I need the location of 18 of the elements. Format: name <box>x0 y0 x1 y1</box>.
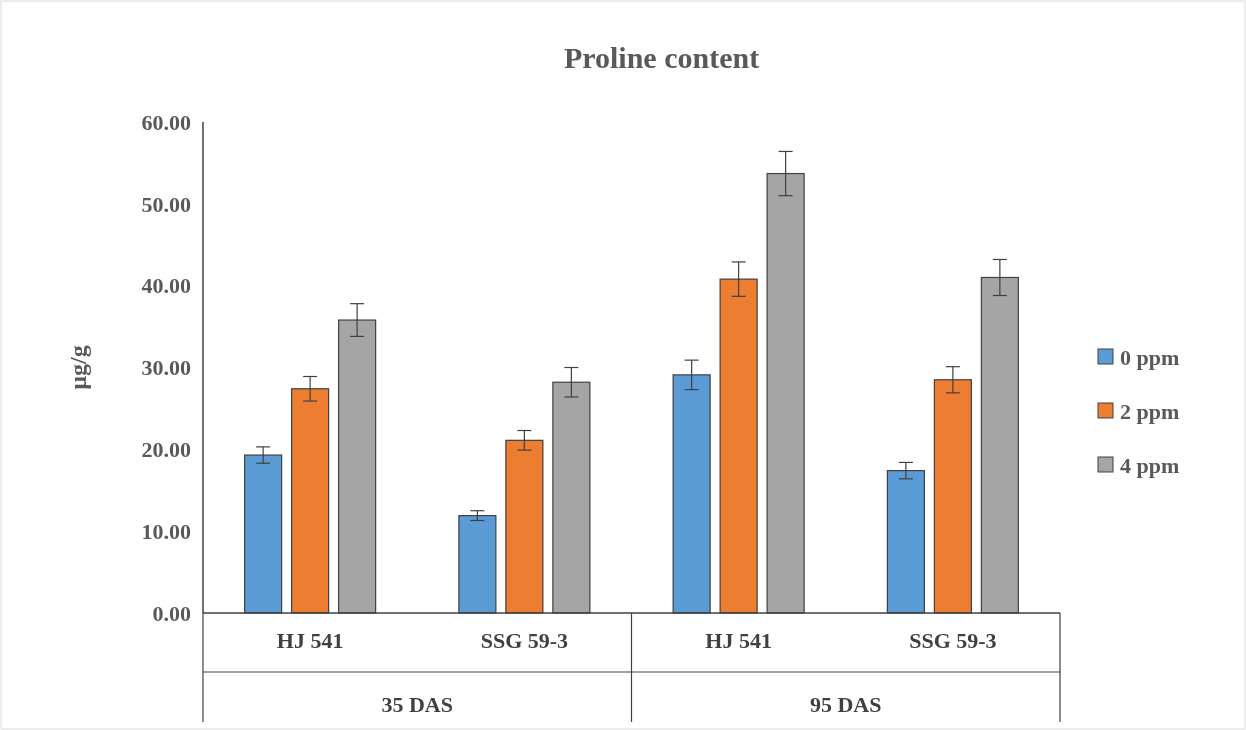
legend-label: 0 ppm <box>1120 344 1180 370</box>
y-tick-label: 60.00 <box>141 109 191 135</box>
chart-title: Proline content <box>563 41 760 74</box>
text: 95 DAS <box>809 692 882 717</box>
y-tick-label: 20.00 <box>141 437 191 463</box>
y-tick-label: 0.00 <box>152 600 191 626</box>
y-tick-label: 50.00 <box>141 191 191 217</box>
y-axis-title: µg/g <box>65 345 91 390</box>
x-tick-label: HJ 541 <box>705 628 772 653</box>
y-tick-label: 40.00 <box>141 273 191 299</box>
y-tick-label: 10.00 <box>141 518 191 544</box>
legend-label: 2 ppm <box>1120 398 1180 424</box>
text: 35 DAS <box>381 692 454 717</box>
y-tick-label: 30.00 <box>141 355 191 381</box>
x-tick-label: SSG 59-3 <box>480 628 569 653</box>
legend-label: 4 ppm <box>1120 452 1180 478</box>
x-tick-label: HJ 541 <box>276 628 344 653</box>
x-tick-label: SSG 59-3 <box>909 628 997 653</box>
